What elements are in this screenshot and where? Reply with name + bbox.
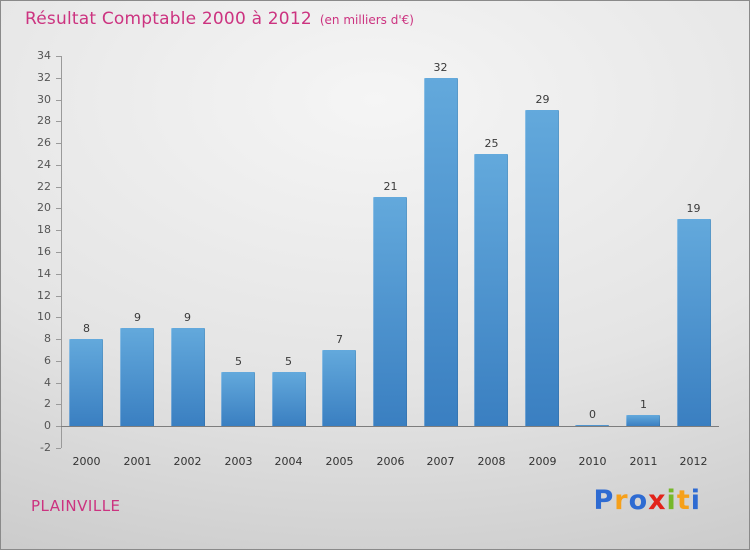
bar (575, 425, 609, 426)
y-tick (56, 143, 61, 144)
y-tick-label: 12 (37, 289, 51, 302)
x-tick-label: 2000 (72, 455, 101, 468)
x-tick-label: 2008 (477, 455, 506, 468)
chart-subtitle: (en milliers d'€) (319, 13, 414, 27)
bar (677, 219, 711, 426)
bar-value-label: 8 (83, 322, 90, 335)
y-tick (56, 252, 61, 253)
bar (221, 372, 255, 426)
x-tick-label: 2012 (679, 455, 708, 468)
location-label: PLAINVILLE (31, 497, 121, 515)
y-tick-label: 18 (37, 223, 51, 236)
x-tick-label: 2004 (274, 455, 303, 468)
logo-letter: i (666, 485, 677, 516)
bar-value-label: 7 (336, 333, 343, 346)
y-tick-label: 26 (37, 136, 51, 149)
logo-letter: x (648, 485, 667, 516)
y-tick-label: 0 (44, 419, 51, 432)
x-tick-label: 2001 (123, 455, 152, 468)
x-tick-label: 2007 (426, 455, 455, 468)
zero-line (61, 426, 719, 427)
logo-letter: r (614, 485, 629, 516)
y-tick-label: 14 (37, 267, 51, 280)
y-tick-label: 10 (37, 310, 51, 323)
y-tick (56, 56, 61, 57)
y-tick (56, 339, 61, 340)
y-tick (56, 317, 61, 318)
bar (120, 328, 154, 426)
x-tick-label: 2011 (629, 455, 658, 468)
y-tick-label: 6 (44, 354, 51, 367)
bar-value-label: 19 (686, 202, 701, 215)
y-tick-label: 34 (37, 49, 51, 62)
y-tick-label: 4 (44, 376, 51, 389)
x-tick-label: 2009 (528, 455, 557, 468)
y-tick-label: 32 (37, 71, 51, 84)
y-tick-label: 30 (37, 93, 51, 106)
y-tick (56, 230, 61, 231)
bar-value-label: 21 (383, 180, 398, 193)
logo-letter: i (690, 485, 701, 516)
bar-value-label: 9 (184, 311, 191, 324)
y-tick (56, 404, 61, 405)
bar (474, 154, 508, 426)
y-tick-label: 8 (44, 332, 51, 345)
proxiti-logo: Proxiti (593, 485, 701, 516)
y-tick-label: 2 (44, 397, 51, 410)
bar-value-label: 5 (285, 355, 292, 368)
bar (525, 110, 559, 426)
x-tick-label: 2010 (578, 455, 607, 468)
y-tick-label: 20 (37, 201, 51, 214)
bar-value-label: 9 (134, 311, 141, 324)
y-tick (56, 448, 61, 449)
bar (322, 350, 356, 426)
y-tick (56, 274, 61, 275)
y-tick (56, 361, 61, 362)
y-tick-label: 22 (37, 180, 51, 193)
x-tick-label: 2003 (224, 455, 253, 468)
bar (373, 197, 407, 426)
y-tick (56, 426, 61, 427)
bar (69, 339, 103, 426)
bar-value-label: 0 (589, 408, 596, 421)
logo-letter: P (593, 485, 615, 516)
logo-letter: o (628, 485, 649, 516)
y-tick (56, 187, 61, 188)
y-tick (56, 208, 61, 209)
bar (272, 372, 306, 426)
y-tick-label: 24 (37, 158, 51, 171)
y-tick (56, 78, 61, 79)
bar-value-label: 1 (640, 398, 647, 411)
bar-value-label: 32 (433, 61, 448, 74)
bar (424, 78, 458, 426)
y-tick-label: 16 (37, 245, 51, 258)
logo-letter: t (676, 485, 691, 516)
y-axis-line (61, 56, 62, 448)
y-tick (56, 165, 61, 166)
bar-value-label: 25 (484, 137, 499, 150)
bar (626, 415, 660, 426)
x-tick-label: 2002 (173, 455, 202, 468)
bar (171, 328, 205, 426)
x-tick-label: 2005 (325, 455, 354, 468)
bar-value-label: 5 (235, 355, 242, 368)
x-tick-label: 2006 (376, 455, 405, 468)
y-tick (56, 100, 61, 101)
y-tick (56, 383, 61, 384)
chart-header: Résultat Comptable 2000 à 2012 (en millie… (25, 9, 414, 29)
y-tick-label: -2 (40, 441, 51, 454)
y-tick (56, 296, 61, 297)
chart-title: Résultat Comptable 2000 à 2012 (25, 9, 312, 29)
y-tick-label: 28 (37, 114, 51, 127)
bar-value-label: 29 (535, 93, 550, 106)
y-tick (56, 121, 61, 122)
